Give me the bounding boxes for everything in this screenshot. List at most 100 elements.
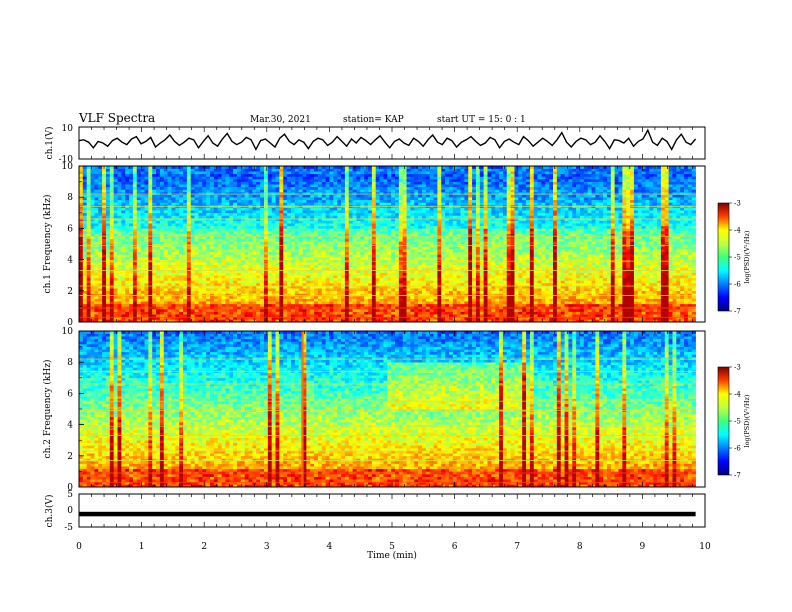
spectrogram-cell: [348, 173, 353, 177]
spectrogram-cell: [306, 290, 311, 294]
spectrogram-cell: [248, 194, 253, 198]
spectrogram-cell: [136, 314, 141, 318]
spectrogram-cell: [240, 267, 246, 271]
spectrogram-cell: [325, 223, 330, 227]
spectrogram-cell: [275, 199, 280, 203]
spectrogram-cell: [317, 314, 323, 318]
spectrogram-cell: [144, 181, 149, 185]
spectrogram-cell: [240, 215, 246, 219]
spectrogram-cell: [252, 267, 257, 271]
spectrogram-cell: [302, 199, 307, 203]
spectrogram-cell: [152, 277, 157, 281]
spectrogram-cell: [225, 199, 230, 203]
spectrogram-cell: [94, 249, 99, 253]
spectrogram-cell: [341, 223, 346, 227]
spectrogram-cell: [129, 298, 134, 302]
spectrogram-cell: [171, 272, 176, 276]
spectrogram-cell: [221, 264, 226, 268]
spectrogram-cell: [140, 309, 145, 312]
spectrogram-cell: [152, 197, 157, 201]
spectrogram-cell: [248, 225, 253, 229]
spectrogram-cell: [368, 275, 373, 279]
spectrogram-cell: [237, 251, 242, 255]
spectrogram-cell: [175, 197, 180, 201]
spectrogram-cell: [352, 293, 357, 297]
spectrogram-cell: [109, 314, 114, 318]
spectrogram-cell: [294, 301, 299, 305]
spectrogram-cell: [333, 192, 338, 195]
spectrogram-cell: [156, 319, 161, 323]
spectrogram-cell: [368, 210, 373, 214]
spectrogram-cell: [194, 303, 199, 307]
spectrogram-cell: [210, 303, 215, 307]
spectrogram-cell: [113, 202, 118, 206]
spectrogram-cell: [275, 212, 280, 216]
spectrogram-cell: [163, 228, 168, 232]
spectrogram-cell: [279, 186, 284, 190]
spectrogram-cell: [387, 179, 392, 182]
spectrogram-cell: [129, 288, 134, 292]
spectrogram-cell: [194, 236, 199, 240]
spectrogram-cell: [383, 215, 388, 219]
spectrogram-cell: [321, 290, 326, 294]
spectrogram-cell: [256, 173, 261, 177]
spectrogram-cell: [267, 246, 272, 250]
spectrogram-cell: [387, 231, 392, 234]
spectrogram-cell: [275, 220, 280, 224]
spectrogram-cell: [229, 298, 234, 302]
spectrogram-cell: [144, 179, 149, 182]
spectrogram-cell: [183, 225, 188, 229]
spectrogram-cell: [352, 236, 357, 240]
spectrogram-cell: [82, 293, 87, 297]
spectrogram-cell: [344, 233, 350, 237]
spectrogram-cell: [348, 270, 353, 273]
spectrogram-cell: [186, 311, 192, 315]
spectrogram-cell: [252, 262, 257, 266]
spectrogram-cell: [105, 293, 111, 297]
spectrogram-cell: [109, 220, 114, 224]
spectrogram-cell: [105, 280, 111, 284]
spectrogram-cell: [237, 179, 242, 182]
spectrogram-cell: [86, 176, 91, 180]
spectrogram-cell: [395, 280, 400, 284]
spectrogram-cell: [368, 186, 373, 190]
spectrogram-cell: [371, 233, 377, 237]
spectrogram-cell: [248, 319, 253, 323]
spectrogram-cell: [167, 238, 172, 242]
spectrogram-cell: [383, 238, 388, 242]
spectrogram-cell: [379, 186, 384, 190]
spectrogram-cell: [190, 233, 195, 237]
spectrogram-cell: [267, 173, 272, 177]
spectrogram-cell: [395, 249, 400, 253]
spectrogram-cell: [163, 215, 168, 219]
spectrogram-cell: [310, 210, 315, 214]
spectrogram-cell: [102, 223, 107, 227]
spectrogram-cell: [206, 277, 211, 281]
spectrogram-cell: [225, 176, 230, 180]
spectrogram-cell: [190, 314, 195, 318]
spectrogram-cell: [167, 316, 172, 320]
spectrogram-cell: [109, 236, 114, 240]
spectrogram-cell: [190, 189, 195, 193]
spectrogram-cell: [144, 301, 149, 305]
spectrogram-cell: [113, 251, 118, 255]
spectrogram-cell: [198, 267, 203, 271]
spectrogram-cell: [79, 168, 84, 172]
spectrogram-cell: [371, 264, 377, 268]
spectrogram-cell: [260, 231, 265, 234]
spectrogram-cell: [117, 192, 122, 195]
spectrogram-cell: [371, 202, 377, 206]
spectrogram-cell: [244, 264, 249, 268]
spectrogram-cell: [233, 275, 238, 279]
spectrogram-cell: [325, 280, 330, 284]
spectrogram-cell: [275, 228, 280, 232]
spectrogram-cell: [329, 272, 334, 276]
spectrogram-cell: [395, 314, 400, 318]
spectrogram-cell: [244, 309, 249, 312]
spectrogram-cell: [217, 210, 222, 214]
spectrogram-cell: [129, 264, 134, 268]
spectrogram-cell: [306, 246, 311, 250]
spectrogram-cell: [333, 301, 338, 305]
spectrogram-cell: [86, 231, 91, 234]
spectrogram-cell: [298, 262, 303, 266]
